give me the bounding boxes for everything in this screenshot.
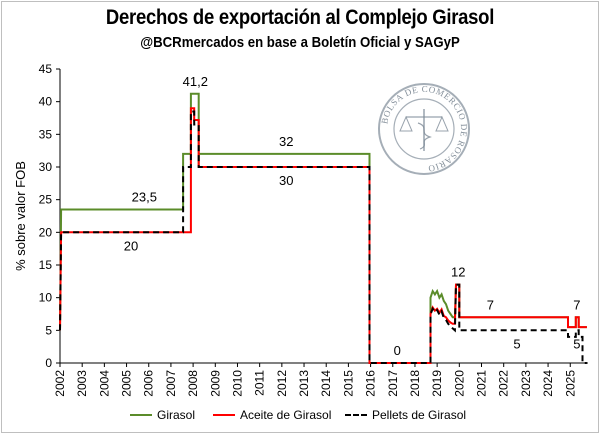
bcr-seal-logo: BOLSA DE COMERCIO DE ROSARIO [378, 83, 470, 175]
x-tick-label: 2023 [519, 370, 533, 397]
x-tick-label: 2007 [164, 370, 178, 397]
series-lines [59, 92, 587, 364]
x-tick-label: 2010 [230, 370, 244, 397]
legend-swatch [345, 414, 367, 416]
x-tick-label: 2009 [208, 370, 222, 397]
data-label: 0 [394, 343, 401, 358]
y-tick-label: 20 [39, 225, 53, 239]
x-tick-label: 2014 [319, 370, 333, 397]
x-tick-label: 2008 [186, 370, 200, 397]
legend: Girasol Aceite de Girasol Pellets de Giras… [0, 408, 600, 428]
seal-serpent [417, 122, 432, 150]
x-tick-label: 2016 [364, 370, 378, 397]
y-tick-label: 0 [45, 356, 52, 370]
seal-pan-left [399, 115, 413, 132]
y-tick-label: 25 [39, 193, 53, 207]
data-label: 30 [279, 173, 293, 188]
x-tick-label: 2021 [475, 370, 489, 397]
legend-swatch [213, 414, 235, 416]
legend-item: Girasol [130, 408, 195, 422]
legend-item: Aceite de Girasol [213, 408, 331, 422]
y-tick-label: 30 [39, 160, 53, 174]
series-line-pellets-de-girasol [59, 110, 587, 364]
x-tick-label: 2024 [541, 370, 555, 397]
x-tick-label: 2018 [408, 370, 422, 397]
legend-item: Pellets de Girasol [345, 408, 466, 422]
data-label: 7 [573, 297, 580, 312]
y-tick-label: 40 [39, 95, 53, 109]
chart-title: Derechos de exportación al Complejo Gira… [105, 6, 495, 29]
series-line-girasol [59, 92, 587, 364]
data-label: 41,2 [183, 74, 208, 89]
x-tick-label: 2004 [97, 370, 111, 397]
x-tick-label: 2019 [430, 370, 444, 397]
x-tick-label: 2003 [75, 370, 89, 397]
y-tick-label: 10 [39, 291, 53, 305]
x-tick-label: 2025 [563, 370, 577, 397]
y-tick-label: 35 [39, 127, 53, 141]
x-tick-label: 2013 [297, 370, 311, 397]
y-tick-label: 15 [39, 258, 53, 272]
x-tick-label: 2005 [120, 370, 134, 397]
series-line-aceite-de-girasol [59, 107, 587, 364]
x-tick-label: 2017 [386, 370, 400, 397]
legend-label: Girasol [157, 408, 196, 422]
x-tick-label: 2022 [497, 370, 511, 397]
data-labels: 23,5 20 41,2 32 30 0 12 7 5 7 5 [124, 74, 581, 358]
x-tick-label: 2020 [452, 370, 466, 397]
chart-subtitle: @BCRmercados en base a Boletín Oficial y… [140, 34, 460, 51]
seal-inner-ring [393, 98, 455, 160]
data-label: 7 [487, 297, 494, 312]
seal-pan-right [435, 115, 449, 132]
y-tick-label: 5 [45, 323, 52, 337]
data-label: 12 [451, 265, 465, 280]
x-tick-label: 2002 [53, 370, 67, 397]
legend-swatch [130, 414, 152, 416]
x-tick-label: 2011 [253, 370, 267, 396]
legend-label: Pellets de Girasol [372, 408, 467, 422]
seal-outer-ring [378, 83, 470, 175]
x-tick-label: 2006 [142, 370, 156, 397]
legend-label: Aceite de Girasol [240, 408, 332, 422]
y-tick-label: 45 [39, 62, 53, 76]
data-label: 23,5 [132, 189, 157, 204]
x-tick-label: 2015 [341, 370, 355, 397]
data-label: 5 [573, 336, 580, 351]
y-axis-label: % sobre valor FOB [13, 161, 28, 271]
data-label: 5 [513, 336, 520, 351]
data-label: 32 [279, 134, 293, 149]
x-tick-label: 2012 [275, 370, 289, 397]
data-label: 20 [124, 238, 138, 253]
